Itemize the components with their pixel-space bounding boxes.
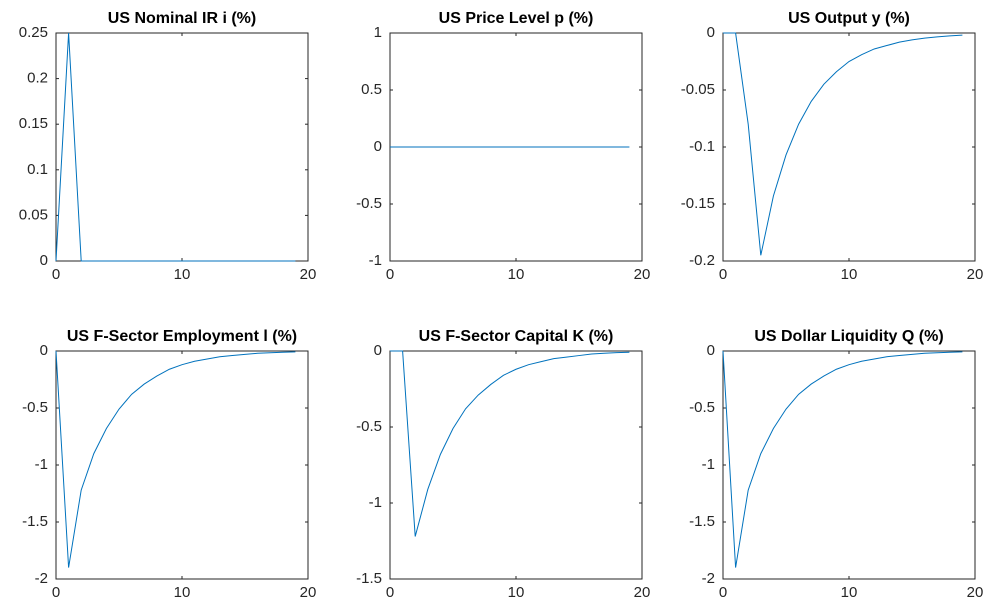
x-tick-label: 10: [841, 584, 858, 601]
y-tick-label: -2: [35, 570, 48, 587]
chart-title: US Nominal IR i (%): [108, 10, 256, 27]
x-tick-label: 10: [174, 584, 191, 601]
series-line: [55, 32, 296, 262]
y-tick-label: -1.5: [356, 570, 382, 587]
x-tick-label: 10: [841, 266, 858, 283]
y-tick-label: -1: [702, 456, 715, 473]
x-tick-label: 10: [508, 266, 525, 283]
x-tick-label: 20: [300, 266, 317, 283]
axes-box: [55, 350, 309, 580]
series-line: [723, 32, 963, 256]
x-tick-label: 10: [508, 584, 525, 601]
y-tick-label: 0.2: [27, 70, 48, 87]
y-tick-label: -0.1: [689, 138, 715, 155]
x-tick-label: 0: [386, 584, 394, 601]
chart-title: US F-Sector Employment l (%): [67, 328, 297, 345]
y-tick-label: 0: [374, 138, 382, 155]
y-tick-label: -0.5: [356, 195, 382, 212]
y-tick-label: 0.05: [19, 206, 48, 223]
y-tick-label: 0: [707, 24, 715, 41]
axes-box: [55, 32, 309, 262]
y-tick-label: 0: [40, 252, 48, 269]
y-tick-label: 0: [374, 342, 382, 359]
chart-title: US F-Sector Capital K (%): [419, 328, 614, 345]
y-tick-label: -0.2: [689, 252, 715, 269]
series-line: [55, 350, 296, 568]
y-tick-label: 0.1: [27, 161, 48, 178]
y-tick-label: -0.5: [689, 399, 715, 416]
x-tick-label: 0: [52, 266, 60, 283]
x-tick-label: 20: [300, 584, 317, 601]
x-tick-label: 20: [634, 584, 651, 601]
x-tick-label: 0: [719, 584, 727, 601]
y-tick-label: -0.15: [681, 195, 715, 212]
x-tick-label: 0: [719, 266, 727, 283]
y-tick-label: 0.15: [19, 115, 48, 132]
y-tick-label: -1.5: [22, 513, 48, 530]
y-tick-label: -0.05: [681, 81, 715, 98]
y-tick-label: -0.5: [356, 418, 382, 435]
axes-box: [389, 350, 643, 580]
y-tick-label: 0.5: [361, 81, 382, 98]
x-tick-label: 10: [174, 266, 191, 283]
x-tick-label: 20: [634, 266, 651, 283]
chart-title: US Dollar Liquidity Q (%): [754, 328, 943, 345]
axes-box: [722, 32, 976, 262]
axes-box: [722, 350, 976, 580]
y-tick-label: -0.5: [22, 399, 48, 416]
y-tick-label: -1: [369, 252, 382, 269]
y-tick-label: -1.5: [689, 513, 715, 530]
y-tick-label: -1: [35, 456, 48, 473]
y-tick-label: 1: [374, 24, 382, 41]
series-line: [722, 350, 963, 568]
x-tick-label: 20: [967, 266, 984, 283]
y-tick-label: 0: [40, 342, 48, 359]
y-tick-label: -1: [369, 494, 382, 511]
x-tick-label: 20: [967, 584, 984, 601]
y-tick-label: 0.25: [19, 24, 48, 41]
x-tick-label: 0: [52, 584, 60, 601]
y-tick-label: -2: [702, 570, 715, 587]
y-tick-label: 0: [707, 342, 715, 359]
chart-title: US Output y (%): [788, 10, 910, 27]
series-line: [390, 350, 630, 537]
chart-title: US Price Level p (%): [439, 10, 594, 27]
x-tick-label: 0: [386, 266, 394, 283]
